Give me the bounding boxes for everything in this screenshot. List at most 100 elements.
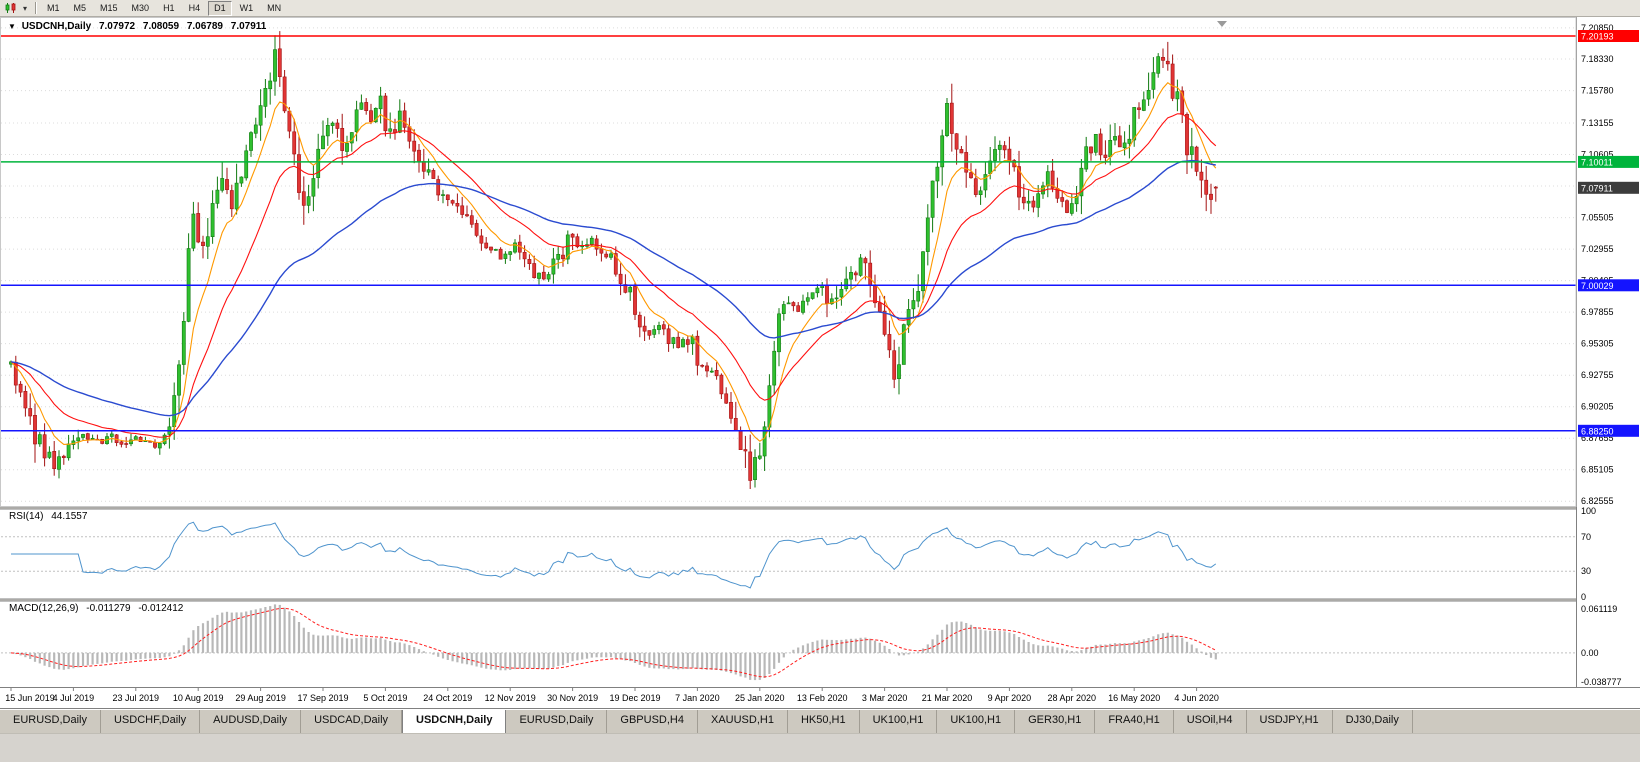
svg-text:28 Apr 2020: 28 Apr 2020	[1048, 693, 1097, 703]
panel-splitter[interactable]	[0, 507, 1640, 509]
svg-text:3 Mar 2020: 3 Mar 2020	[862, 693, 908, 703]
chart-title: ▼ USDCNH,Daily 7.07972 7.08059 7.06789 7…	[8, 21, 271, 32]
svg-text:30: 30	[1581, 566, 1591, 576]
tab-usoil-h4[interactable]: USOil,H4	[1174, 710, 1247, 733]
tab-uk100-h1[interactable]: UK100,H1	[860, 710, 938, 733]
chart-shift-marker[interactable]	[1217, 21, 1227, 27]
chart-symbol: USDCNH,Daily	[21, 21, 92, 32]
svg-text:70: 70	[1581, 532, 1591, 542]
rsi-value: 44.1557	[51, 511, 88, 522]
moving-average-55	[10, 159, 1216, 417]
svg-text:23 Jul 2019: 23 Jul 2019	[113, 693, 160, 703]
price-open: 7.07972	[98, 21, 136, 32]
svg-text:19 Dec 2019: 19 Dec 2019	[609, 693, 660, 703]
chart-canvas[interactable]: 7.20850 7.18330 7.15780 7.13155 7.10605 7.080…	[0, 17, 1640, 709]
chart-area[interactable]: 7.20850 7.18330 7.15780 7.13155 7.10605 7.080…	[0, 17, 1640, 709]
svg-text:6.92755: 6.92755	[1581, 370, 1614, 380]
tab-audusd-daily[interactable]: AUDUSD,Daily	[200, 710, 302, 733]
timeframe-button-mn[interactable]: MN	[267, 2, 282, 13]
price-high: 7.08059	[142, 21, 180, 32]
price-low: 7.06789	[186, 21, 223, 32]
tab-eurusd-daily[interactable]: EURUSD,Daily	[0, 710, 101, 733]
svg-text:0: 0	[1581, 592, 1586, 602]
macd-panel[interactable]	[1, 604, 1576, 681]
svg-text:29 Aug 2019: 29 Aug 2019	[235, 693, 286, 703]
timeframe-button-w1[interactable]: W1	[239, 2, 254, 13]
svg-text:7.20193: 7.20193	[1581, 32, 1614, 42]
rsi-indicator-label: RSI(14) 44.1557	[9, 511, 92, 522]
svg-text:9 Apr 2020: 9 Apr 2020	[988, 693, 1032, 703]
horizontal-level-lines[interactable]	[0, 35, 1576, 432]
tab-gbpusd-h4[interactable]: GBPUSD,H4	[607, 710, 698, 733]
window-bottom	[0, 733, 1640, 762]
svg-text:7.02955: 7.02955	[1581, 244, 1614, 254]
rsi-panel[interactable]	[1, 521, 1576, 589]
tab-fra40-h1[interactable]: FRA40,H1	[1095, 710, 1174, 733]
tab-usdcad-daily[interactable]: USDCAD,Daily	[301, 710, 403, 733]
svg-text:12 Nov 2019: 12 Nov 2019	[485, 693, 536, 703]
timeframe-button-m1[interactable]: M1	[47, 2, 60, 13]
tab-eurusd-daily[interactable]: EURUSD,Daily	[506, 710, 608, 733]
tab-usdchf-daily[interactable]: USDCHF,Daily	[101, 710, 201, 733]
timeframe-button-m15[interactable]: M15	[100, 2, 118, 13]
chart-menu-arrow[interactable]: ▼	[8, 22, 16, 31]
svg-text:6.97855: 6.97855	[1581, 307, 1614, 317]
svg-text:0.00: 0.00	[1581, 648, 1599, 658]
main-panel-frame	[0, 17, 1577, 507]
tab-ger30-h1[interactable]: GER30,H1	[1015, 710, 1096, 733]
macd-name: MACD(12,26,9)	[9, 603, 79, 614]
svg-text:7.10605: 7.10605	[1581, 150, 1614, 160]
svg-text:-0.038777: -0.038777	[1581, 677, 1622, 687]
caret-down-icon[interactable]: ▾	[22, 3, 27, 13]
tab-usdcnh-daily[interactable]: USDCNH,Daily	[402, 710, 507, 733]
timeframe-button-m5[interactable]: M5	[73, 2, 87, 13]
moving-average-8	[10, 81, 1217, 445]
timeframe-button-h4[interactable]: H4	[188, 2, 201, 13]
svg-text:17 Sep 2019: 17 Sep 2019	[297, 693, 348, 703]
chart-toolbar: ▾ M1 M5 M15 M30 H1 H4 D1 W1 MN	[0, 0, 1640, 17]
macd-signal-line	[10, 607, 1217, 678]
macd-value-main: -0.011279	[86, 603, 131, 614]
tab-uk100-h1[interactable]: UK100,H1	[937, 710, 1016, 733]
svg-text:13 Feb 2020: 13 Feb 2020	[797, 693, 848, 703]
svg-text:24 Oct 2019: 24 Oct 2019	[423, 693, 472, 703]
svg-text:7.15780: 7.15780	[1581, 86, 1614, 96]
panel-splitter[interactable]	[0, 599, 1640, 601]
tab-usdjpy-h1[interactable]: USDJPY,H1	[1247, 710, 1333, 733]
svg-text:4 Jun 2020: 4 Jun 2020	[1174, 693, 1219, 703]
svg-text:6.95305: 6.95305	[1581, 339, 1614, 349]
svg-text:6.88250: 6.88250	[1581, 426, 1614, 436]
svg-text:21 Mar 2020: 21 Mar 2020	[922, 693, 973, 703]
svg-text:6.90205: 6.90205	[1581, 402, 1614, 412]
tab-hk50-h1[interactable]: HK50,H1	[788, 710, 860, 733]
price-scale-background	[1577, 17, 1640, 687]
rsi-name: RSI(14)	[9, 511, 44, 522]
timeframe-button-m30[interactable]: M30	[131, 2, 150, 13]
svg-text:7.20850: 7.20850	[1581, 23, 1614, 33]
svg-text:4 Jul 2019: 4 Jul 2019	[53, 693, 95, 703]
svg-text:100: 100	[1581, 506, 1596, 516]
svg-text:7.00029: 7.00029	[1581, 281, 1614, 291]
svg-text:16 May 2020: 16 May 2020	[1108, 693, 1160, 703]
chart-background	[0, 17, 1640, 709]
candlestick-chart-icon[interactable]	[3, 1, 19, 15]
svg-text:15 Jun 2019: 15 Jun 2019	[5, 693, 55, 703]
svg-text:6.85105: 6.85105	[1581, 465, 1614, 475]
svg-text:5 Oct 2019: 5 Oct 2019	[363, 693, 407, 703]
svg-text:7.18330: 7.18330	[1581, 54, 1614, 64]
tab-xauusd-h1[interactable]: XAUUSD,H1	[698, 710, 788, 733]
macd-indicator-label: MACD(12,26,9) -0.011279 -0.012412	[9, 603, 188, 614]
svg-text:7.13155: 7.13155	[1581, 118, 1614, 128]
svg-text:7 Jan 2020: 7 Jan 2020	[675, 693, 720, 703]
toolbar-separator	[35, 2, 36, 14]
tab-dj30-daily[interactable]: DJ30,Daily	[1333, 710, 1413, 733]
price-badges: 7.20193 7.10011 7.00029 6.88250 7.07911	[1578, 30, 1639, 437]
candlestick-series[interactable]	[9, 31, 1218, 489]
price-close: 7.07911	[230, 21, 267, 32]
moving-average-21	[10, 113, 1217, 438]
macd-value-signal: -0.012412	[138, 603, 184, 614]
timeframe-button-d1[interactable]: D1	[208, 0, 232, 16]
timeframe-button-h1[interactable]: H1	[163, 2, 175, 13]
svg-text:30 Nov 2019: 30 Nov 2019	[547, 693, 598, 703]
